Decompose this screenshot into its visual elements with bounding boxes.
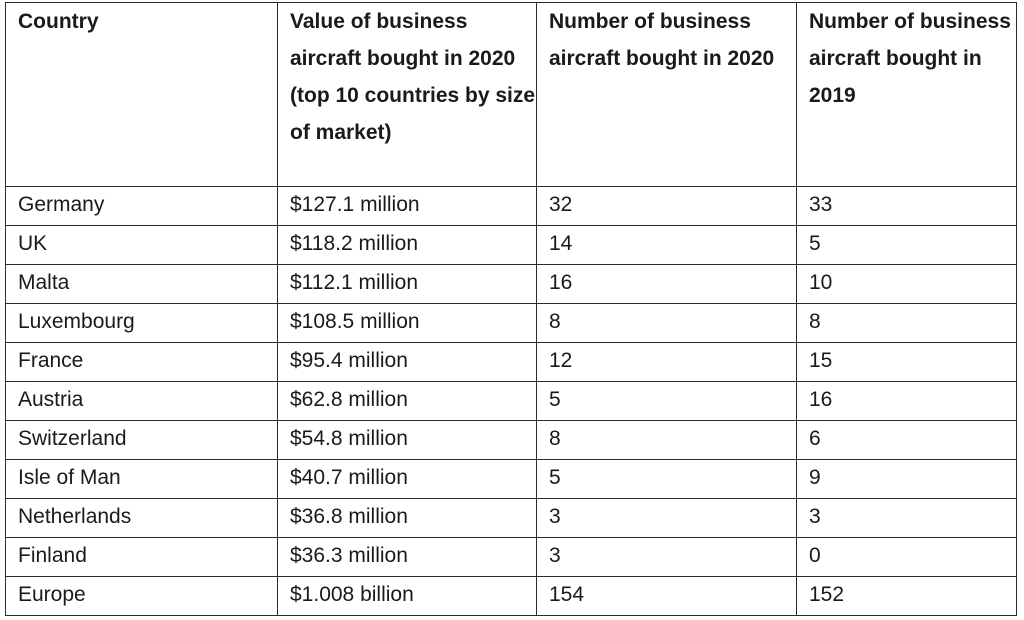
cell-country: Germany: [5, 186, 278, 226]
cell-number-2019: 9: [796, 459, 1017, 499]
cell-value-2020: $36.3 million: [277, 537, 537, 577]
cell-country: Netherlands: [5, 498, 278, 538]
cell-number-2020: 12: [536, 342, 797, 382]
cell-country: Austria: [5, 381, 278, 421]
cell-country: Luxembourg: [5, 303, 278, 343]
cell-number-2020: 14: [536, 225, 797, 265]
table-row: Europe $1.008 billion 154 152: [5, 576, 1017, 616]
cell-value-2020: $108.5 million: [277, 303, 537, 343]
cell-number-2019: 8: [796, 303, 1017, 343]
header-value-2020: Value of business aircraft bought in 202…: [277, 2, 537, 187]
cell-country: Europe: [5, 576, 278, 616]
cell-number-2019: 6: [796, 420, 1017, 460]
table-row: Isle of Man $40.7 million 5 9: [5, 459, 1017, 499]
cell-country: Malta: [5, 264, 278, 304]
cell-number-2020: 16: [536, 264, 797, 304]
cell-number-2020: 8: [536, 420, 797, 460]
cell-value-2020: $62.8 million: [277, 381, 537, 421]
cell-value-2020: $95.4 million: [277, 342, 537, 382]
header-number-2020: Number of business aircraft bought in 20…: [536, 2, 797, 187]
cell-country: UK: [5, 225, 278, 265]
cell-value-2020: $112.1 million: [277, 264, 537, 304]
table-header-row: Country Value of business aircraft bough…: [5, 2, 1017, 187]
cell-number-2019: 5: [796, 225, 1017, 265]
table-row: France $95.4 million 12 15: [5, 342, 1017, 382]
cell-number-2019: 3: [796, 498, 1017, 538]
cell-number-2019: 15: [796, 342, 1017, 382]
cell-number-2019: 16: [796, 381, 1017, 421]
table-row: Switzerland $54.8 million 8 6: [5, 420, 1017, 460]
cell-number-2019: 10: [796, 264, 1017, 304]
header-country: Country: [5, 2, 278, 187]
cell-number-2019: 152: [796, 576, 1017, 616]
cell-number-2020: 3: [536, 498, 797, 538]
table-row: Finland $36.3 million 3 0: [5, 537, 1017, 577]
cell-value-2020: $118.2 million: [277, 225, 537, 265]
cell-value-2020: $36.8 million: [277, 498, 537, 538]
cell-country: Switzerland: [5, 420, 278, 460]
table-row: Austria $62.8 million 5 16: [5, 381, 1017, 421]
cell-number-2020: 3: [536, 537, 797, 577]
table-row: Luxembourg $108.5 million 8 8: [5, 303, 1017, 343]
cell-number-2020: 5: [536, 459, 797, 499]
table-row: Germany $127.1 million 32 33: [5, 186, 1017, 226]
cell-number-2020: 8: [536, 303, 797, 343]
cell-number-2020: 154: [536, 576, 797, 616]
table-row: Netherlands $36.8 million 3 3: [5, 498, 1017, 538]
table-row: Malta $112.1 million 16 10: [5, 264, 1017, 304]
cell-number-2019: 33: [796, 186, 1017, 226]
business-aircraft-table: Country Value of business aircraft bough…: [5, 2, 1017, 616]
cell-number-2020: 32: [536, 186, 797, 226]
cell-value-2020: $127.1 million: [277, 186, 537, 226]
business-aircraft-table-container: Country Value of business aircraft bough…: [5, 2, 1017, 616]
cell-country: Isle of Man: [5, 459, 278, 499]
cell-country: France: [5, 342, 278, 382]
cell-number-2019: 0: [796, 537, 1017, 577]
table-row: UK $118.2 million 14 5: [5, 225, 1017, 265]
cell-country: Finland: [5, 537, 278, 577]
cell-value-2020: $54.8 million: [277, 420, 537, 460]
header-number-2019: Number of business aircraft bought in 20…: [796, 2, 1017, 187]
cell-number-2020: 5: [536, 381, 797, 421]
cell-value-2020: $40.7 million: [277, 459, 537, 499]
cell-value-2020: $1.008 billion: [277, 576, 537, 616]
